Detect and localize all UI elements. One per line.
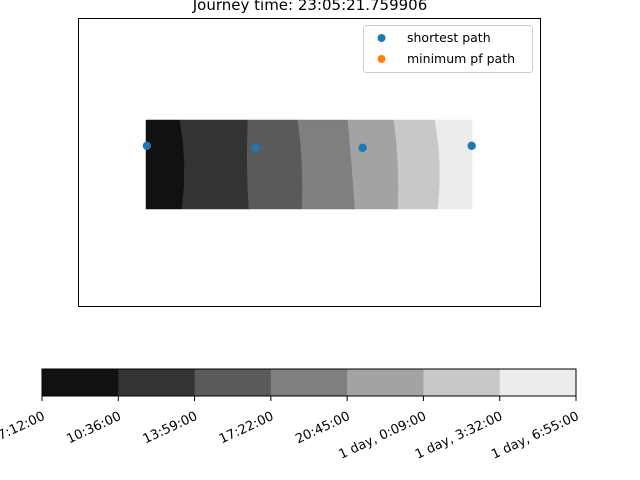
colorbar-tick-label: 1 day, 6:55:00 <box>489 409 581 463</box>
contour-band <box>434 119 473 210</box>
colorbar-segment <box>42 369 119 396</box>
colorbar-tick-label: 10:36:00 <box>64 409 123 447</box>
legend-label-shortest-path: shortest path <box>407 30 491 45</box>
colorbar-segment <box>194 369 272 396</box>
contour-band <box>393 119 441 210</box>
contour-band <box>179 119 250 210</box>
colorbar-segment <box>499 369 577 396</box>
chart-title: Journey time: 23:05:21.759906 <box>192 0 428 14</box>
colorbar-tick-label: 17:22:00 <box>217 409 276 447</box>
colorbar: 7:12:00 10:36:00 13:59:00 17:22:00 20:45:00 1… <box>0 368 581 463</box>
colorbar-segment <box>118 369 196 396</box>
scatter-point <box>142 141 152 150</box>
contour-band <box>145 119 185 210</box>
colorbar-tick-label: 20:45:00 <box>293 409 352 447</box>
contour-region <box>145 119 473 210</box>
scatter-points <box>142 141 476 153</box>
legend-box <box>363 25 533 73</box>
contour-band <box>347 119 399 210</box>
legend: shortest path minimum pf path <box>363 25 533 73</box>
legend-marker-minimum-pf-path <box>377 55 386 63</box>
legend-label-minimum-pf-path: minimum pf path <box>407 51 515 66</box>
scatter-point <box>251 143 260 153</box>
colorbar-tick-label: 13:59:00 <box>141 409 200 447</box>
legend-marker-shortest-path <box>377 34 386 42</box>
colorbar-segment <box>423 369 501 396</box>
colorbar-segment <box>270 369 348 396</box>
colorbar-frame <box>41 368 577 397</box>
colorbar-tick-label: 7:12:00 <box>0 409 47 444</box>
contour-band <box>297 119 356 210</box>
scatter-point <box>467 141 476 150</box>
colorbar-segment <box>347 369 424 396</box>
contour-band <box>246 119 303 210</box>
scatter-point <box>358 143 367 153</box>
axes-frame <box>78 18 541 307</box>
